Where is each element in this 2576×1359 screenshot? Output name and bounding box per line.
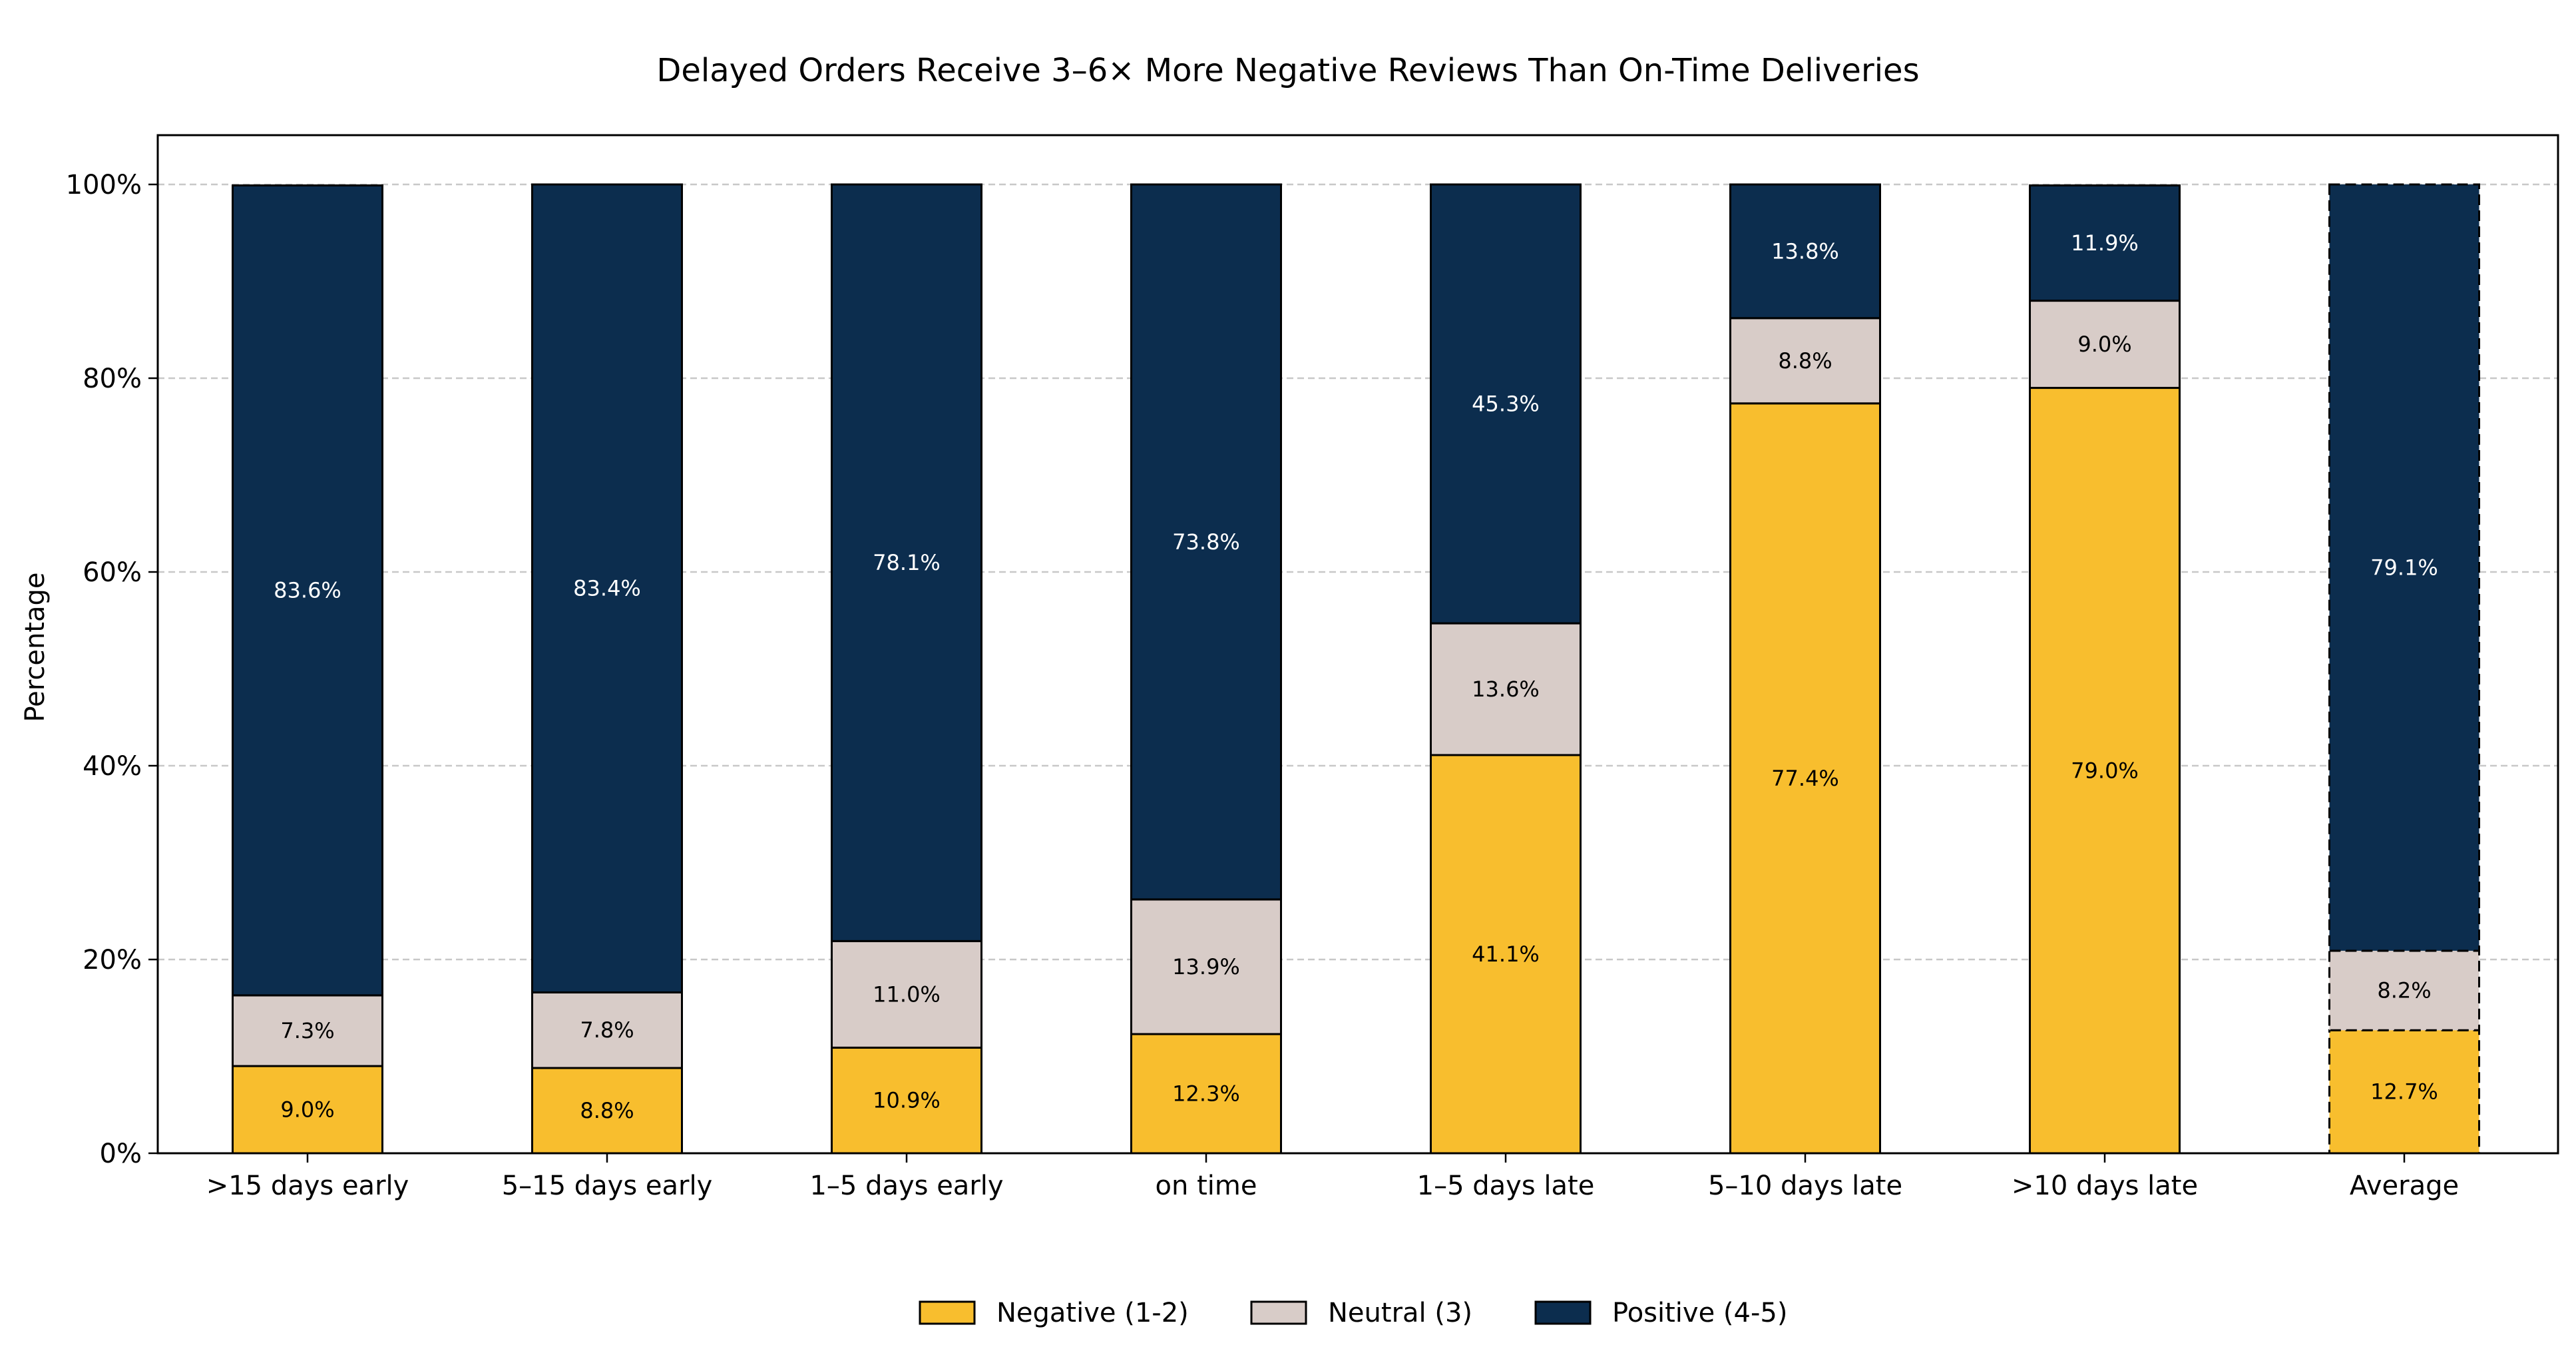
bar-segment — [2029, 300, 2181, 390]
data-label: 13.8% — [1771, 238, 1839, 264]
y-tick-label: 60% — [83, 557, 142, 588]
data-label: 73.8% — [1172, 529, 1240, 555]
x-tick-label: >10 days late — [2012, 1171, 2198, 1201]
bar-segment — [1130, 898, 1282, 1035]
y-tick-label: 40% — [83, 751, 142, 782]
legend-swatch — [1534, 1300, 1592, 1325]
data-label: 10.9% — [873, 1088, 941, 1113]
bar-segment — [1729, 317, 1881, 405]
bar-segment — [1130, 183, 1282, 901]
bar-segment — [232, 994, 383, 1067]
bars — [232, 183, 2480, 1155]
legend-entry: Neutral (3) — [1250, 1298, 1472, 1328]
y-tick-label: 20% — [83, 945, 142, 975]
data-label: 9.0% — [280, 1097, 334, 1123]
x-tick-label: 5–15 days early — [502, 1171, 713, 1201]
data-label: 7.8% — [580, 1017, 634, 1043]
plot-frame — [156, 134, 2559, 1155]
x-tick-label: 5–10 days late — [1708, 1171, 1902, 1201]
data-label: 77.4% — [1771, 766, 1839, 791]
legend-entry: Negative (1-2) — [919, 1298, 1189, 1328]
data-label: 78.1% — [873, 550, 941, 575]
x-tick-label: >15 days early — [206, 1171, 409, 1201]
data-label: 45.3% — [1472, 392, 1540, 417]
y-tick-label: 80% — [83, 364, 142, 394]
legend-label: Positive (4-5) — [1612, 1298, 1787, 1328]
data-label: 7.3% — [280, 1018, 334, 1043]
data-label: 8.8% — [580, 1098, 634, 1123]
y-tick-label: 100% — [66, 170, 142, 200]
data-label: 41.1% — [1472, 942, 1540, 967]
x-tick-label: 1–5 days late — [1417, 1171, 1595, 1201]
bar-segment — [2328, 183, 2480, 952]
bar-segment — [1729, 183, 1881, 320]
gridlines — [158, 183, 2558, 961]
x-tick-label: on time — [1156, 1171, 1257, 1201]
bar-segment — [531, 183, 683, 993]
bar-segment — [831, 940, 982, 1049]
chart-title: Delayed Orders Receive 3–6× More Negativ… — [656, 52, 1919, 89]
data-label: 8.2% — [2377, 978, 2431, 1003]
data-label: 13.6% — [1472, 677, 1540, 702]
data-label: 8.8% — [1778, 348, 1832, 374]
bar-segment — [2029, 184, 2181, 302]
data-label: 12.3% — [1172, 1081, 1240, 1107]
bar-segment — [531, 1067, 683, 1155]
data-label: 83.6% — [274, 578, 341, 603]
bar-segment — [1729, 402, 1881, 1155]
data-label: 11.9% — [2071, 230, 2139, 256]
legend-label: Neutral (3) — [1328, 1298, 1472, 1328]
data-label: 11.0% — [873, 981, 941, 1007]
legend: Negative (1-2) Neutral (3) Positive (4-5) — [919, 1298, 1787, 1328]
bar-segment — [232, 184, 383, 997]
y-tick-label: 0% — [100, 1139, 142, 1169]
bar-segment — [1430, 622, 1582, 756]
legend-swatch — [1250, 1300, 1307, 1325]
bar-segment — [2328, 950, 2480, 1031]
data-label: 12.7% — [2370, 1079, 2438, 1105]
bar-segment — [232, 1065, 383, 1155]
bar-segment — [831, 183, 982, 942]
data-label: 79.1% — [2370, 555, 2438, 580]
data-label: 79.0% — [2071, 758, 2139, 783]
bar-segment — [1430, 183, 1582, 625]
legend-label: Negative (1-2) — [996, 1298, 1189, 1328]
data-label: 13.9% — [1172, 954, 1240, 979]
data-labels: 9.0% 7.3% 83.6% 8.8% 7.8% 83.4% 10.9% 11.0% 78.1… — [274, 230, 2438, 1123]
data-label: 83.4% — [573, 576, 641, 601]
legend-swatch — [919, 1300, 976, 1325]
axes: 0% 20% 40% 60% 80% 100% >15 days early 5–15 day… — [66, 134, 2559, 1201]
bar-segment — [831, 1046, 982, 1155]
bar-segment — [1430, 754, 1582, 1155]
x-tick-label: 1–5 days early — [809, 1171, 1003, 1201]
legend-entry: Positive (4-5) — [1534, 1298, 1787, 1328]
x-tick-label: Average — [2350, 1171, 2459, 1201]
data-label: 9.0% — [2077, 332, 2131, 357]
bar-segment — [2328, 1029, 2480, 1155]
y-axis-label: Percentage — [20, 572, 51, 722]
